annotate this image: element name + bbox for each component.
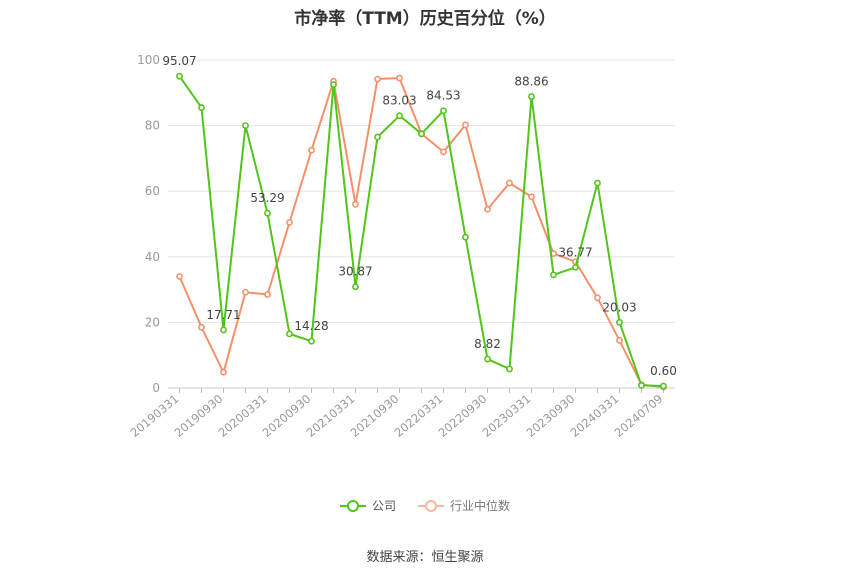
data-point: [352, 200, 359, 208]
data-point: [308, 337, 315, 345]
data-point: [220, 368, 227, 376]
data-point: [462, 233, 469, 241]
y-tick-label: 20: [145, 315, 160, 329]
data-point: [638, 381, 645, 389]
data-point: [484, 205, 491, 213]
data-point: [286, 330, 293, 338]
data-point: [220, 326, 227, 334]
data-point: [594, 179, 601, 187]
data-point: [616, 337, 623, 344]
data-point: [506, 365, 513, 373]
data-point: [418, 130, 425, 138]
y-tick-label: 60: [145, 184, 160, 198]
data-label: 17.71: [206, 308, 240, 322]
data-point: [176, 273, 183, 280]
data-point: [396, 74, 403, 82]
y-tick-label: 0: [152, 381, 160, 395]
data-point: [264, 291, 271, 298]
data-point: [506, 179, 513, 187]
series-line-1: [178, 77, 664, 389]
data-point: [242, 122, 249, 129]
data-label: 83.03: [382, 94, 416, 108]
data-point: [462, 121, 469, 129]
data-point: [286, 218, 293, 226]
source-note: 数据来源：恒生聚源: [366, 550, 484, 565]
data-label: 36.77: [558, 245, 592, 259]
legend: 公司 行业中位数: [0, 497, 850, 514]
data-point: [440, 148, 447, 156]
y-tick-label: 80: [145, 119, 160, 133]
data-point: [374, 75, 381, 83]
data-point: [396, 112, 403, 120]
data-label: 88.86: [514, 75, 548, 89]
data-label: 0.60: [650, 364, 677, 378]
data-point: [550, 271, 557, 279]
data-label: 84.53: [426, 89, 460, 103]
legend-item-company[interactable]: 公司: [339, 497, 396, 514]
legend-company-marker-icon: [339, 499, 366, 513]
data-label: 14.28: [294, 319, 328, 333]
data-point: [572, 263, 579, 271]
data-label: 8.82: [474, 337, 501, 351]
data-point: [660, 382, 667, 390]
data-point: [594, 294, 601, 302]
y-tick-label: 100: [137, 53, 160, 67]
data-point: [374, 133, 381, 141]
data-point: [198, 323, 205, 331]
data-point: [352, 283, 359, 291]
data-label: 53.29: [250, 191, 284, 205]
data-point: [176, 72, 183, 80]
data-label: 20.03: [602, 300, 636, 314]
series-line-0: [178, 75, 664, 388]
data-point: [440, 107, 447, 115]
x-tick-label: 20240709: [612, 392, 666, 440]
data-point: [616, 318, 623, 326]
data-point: [242, 288, 249, 296]
data-point: [308, 146, 315, 154]
legend-company-label: 公司: [371, 499, 396, 513]
data-label: 30.87: [338, 265, 372, 279]
data-point: [264, 209, 271, 217]
legend-industry-label: 行业中位数: [450, 499, 511, 513]
data-label: 95.07: [162, 54, 196, 68]
data-point: [528, 93, 535, 100]
data-point: [198, 104, 205, 111]
data-point: [484, 355, 491, 363]
chart-title: 市净率（TTM）历史百分位（%）: [294, 9, 556, 29]
y-tick-label: 40: [145, 250, 160, 264]
data-point: [528, 193, 535, 201]
legend-industry-marker-icon: [418, 499, 444, 513]
legend-item-industry-median[interactable]: 行业中位数: [418, 497, 510, 514]
data-point: [330, 81, 337, 88]
